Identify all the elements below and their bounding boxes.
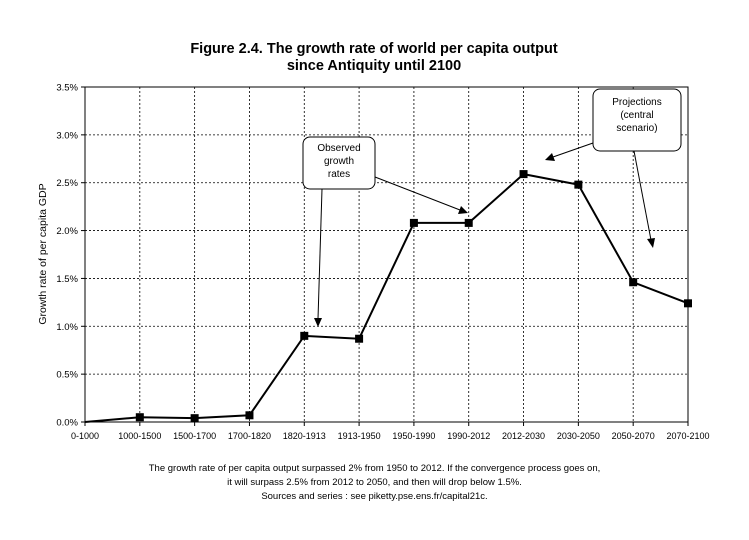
x-tick-label: 1000-1500 — [118, 431, 161, 441]
data-point — [409, 218, 418, 227]
callout-observed: Observed growth rates — [302, 136, 376, 190]
data-point — [464, 218, 473, 227]
data-point — [300, 331, 309, 340]
y-tick-label: 3.0% — [56, 130, 78, 141]
callout-observed-line-3: rates — [328, 169, 350, 180]
y-tick-label: 0.5% — [56, 370, 78, 381]
arrow-observed-to-1990-head — [458, 206, 468, 214]
x-tick-label: 1500-1700 — [173, 431, 216, 441]
callout-projections-line-3: scenario) — [616, 123, 657, 134]
y-axis-label: Growth rate of per capita GDP — [37, 183, 49, 324]
arrow-observed-to-1820-head — [314, 318, 322, 327]
data-point — [245, 411, 254, 420]
data-point — [574, 180, 583, 189]
x-tick-label: 2030-2050 — [557, 431, 600, 441]
callout-observed-line-2: growth — [324, 156, 354, 167]
y-tick-label: 3.5% — [56, 83, 78, 94]
callout-observed-box — [302, 136, 376, 190]
callout-observed-line-1: Observed — [317, 143, 360, 154]
x-tick-label: 2070-2100 — [666, 431, 709, 441]
arrow-observed-to-1990 — [374, 176, 461, 211]
caption-line-3: Sources and series : see piketty.pse.ens… — [261, 491, 488, 502]
x-tick-label: 2012-2030 — [502, 431, 545, 441]
data-point — [190, 414, 199, 423]
arrow-projections-to-2050-head — [647, 238, 655, 248]
chart-title-line-1: Figure 2.4. The growth rate of world per… — [190, 41, 558, 57]
data-point — [519, 170, 528, 179]
callout-projections: Projections (central scenario) — [592, 88, 682, 152]
x-tick-label: 1700-1820 — [228, 431, 271, 441]
arrow-projections-to-2012-head — [545, 153, 555, 161]
y-tick-label: 0.0% — [56, 418, 78, 429]
y-tick-label: 1.0% — [56, 322, 78, 333]
series — [84, 170, 692, 423]
arrow-projections-to-2012 — [552, 142, 594, 158]
callout-projections-line-2: (central — [620, 110, 653, 121]
x-axis-ticks: 0-1000 1000-1500 1500-1700 1700-1820 1820-19… — [71, 422, 710, 441]
chart-title-line-2: since Antiquity until 2100 — [287, 58, 461, 74]
y-tick-label: 1.5% — [56, 274, 78, 285]
y-tick-label: 2.5% — [56, 178, 78, 189]
series-line — [84, 173, 689, 423]
x-tick-label: 1990-2012 — [447, 431, 490, 441]
grid — [85, 87, 688, 422]
arrow-projections-to-2050 — [633, 150, 652, 241]
plot-area-frame — [84, 86, 689, 423]
x-tick-label: 1820-1913 — [283, 431, 326, 441]
x-tick-label: 1913-1950 — [338, 431, 381, 441]
y-axis-ticks: 0.0% 0.5% 1.0% 1.5% 2.0% 2.5% 3.0% 3.5% — [56, 83, 85, 429]
callout-projections-line-1: Projections — [612, 97, 661, 108]
y-tick-label: 2.0% — [56, 226, 78, 237]
data-point — [629, 278, 638, 287]
caption-line-1: The growth rate of per capita output sur… — [148, 463, 601, 474]
caption-line-2: it will surpass 2.5% from 2012 to 2050, … — [227, 477, 522, 488]
arrow-observed-to-1820 — [317, 188, 323, 320]
callout-arrows — [314, 142, 655, 327]
x-tick-label: 2050-2070 — [612, 431, 655, 441]
data-point — [135, 413, 144, 422]
x-tick-label: 0-1000 — [71, 431, 99, 441]
x-tick-label: 1950-1990 — [392, 431, 435, 441]
data-point — [355, 334, 364, 343]
callout-projections-box — [592, 88, 682, 152]
data-point — [684, 299, 692, 308]
